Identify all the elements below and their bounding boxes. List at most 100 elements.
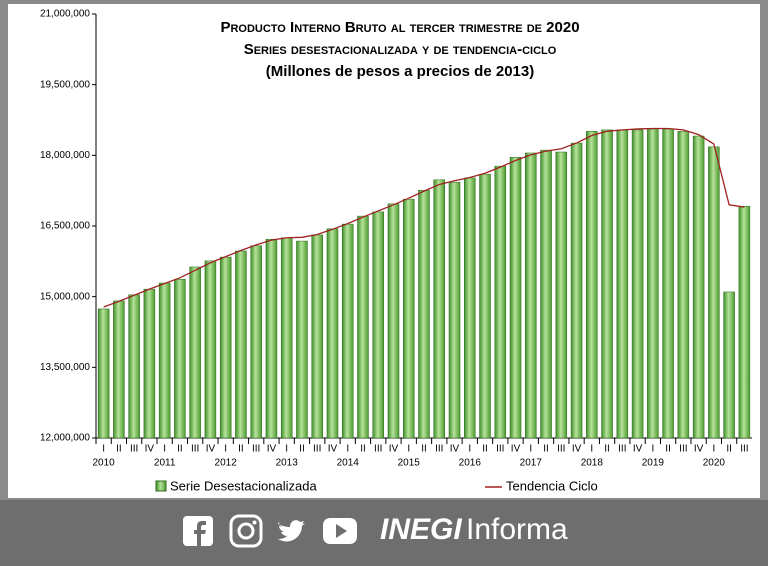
x-tick-label: I xyxy=(285,444,288,455)
bar xyxy=(555,151,568,439)
bar xyxy=(525,152,537,439)
bar xyxy=(189,266,201,439)
x-tick-label: I xyxy=(712,444,715,455)
bar xyxy=(113,300,125,439)
x-tick-label: IV xyxy=(145,444,155,455)
legend-swatch xyxy=(155,480,167,492)
bar xyxy=(402,198,415,439)
bar xyxy=(586,131,598,439)
chart-subtitle: (Millones de pesos a precios de 2013) xyxy=(266,63,534,80)
year-label: 2013 xyxy=(276,458,299,469)
y-tick-label: 12,000,000 xyxy=(40,433,90,444)
bar xyxy=(464,177,476,439)
x-tick-label: II xyxy=(299,444,305,455)
x-tick-label: IV xyxy=(328,444,338,455)
x-tick-label: IV xyxy=(206,444,216,455)
x-tick-label: I xyxy=(651,444,654,455)
bar xyxy=(158,282,171,439)
bar xyxy=(250,245,262,439)
x-tick-label: III xyxy=(374,444,382,455)
x-tick-label: I xyxy=(163,444,166,455)
x-tick-label: I xyxy=(224,444,227,455)
y-tick-label: 19,500,000 xyxy=(40,79,90,90)
x-tick-label: I xyxy=(590,444,593,455)
legend-label: Tendencia Ciclo xyxy=(506,478,598,493)
year-label: 2012 xyxy=(215,458,238,469)
bar xyxy=(570,142,583,439)
bar xyxy=(647,128,659,439)
bar xyxy=(479,173,491,439)
bar xyxy=(616,129,629,439)
x-tick-label: II xyxy=(726,444,732,455)
x-tick-label: III xyxy=(313,444,321,455)
x-tick-label: II xyxy=(604,444,610,455)
bar xyxy=(677,131,690,439)
x-tick-label: II xyxy=(543,444,549,455)
x-tick-label: II xyxy=(177,444,183,455)
bar xyxy=(509,156,522,439)
year-label: 2015 xyxy=(398,458,421,469)
bar xyxy=(143,288,156,439)
year-label: 2016 xyxy=(459,458,482,469)
y-tick-label: 16,500,000 xyxy=(40,221,90,232)
bar xyxy=(311,234,323,439)
bar xyxy=(723,291,735,439)
x-tick-label: III xyxy=(130,444,138,455)
x-tick-label: II xyxy=(360,444,366,455)
x-tick-label: III xyxy=(740,444,748,455)
x-tick-label: IV xyxy=(389,444,399,455)
bar xyxy=(738,205,751,439)
twitter-icon xyxy=(278,519,305,542)
x-tick-label: II xyxy=(421,444,427,455)
x-tick-label: IV xyxy=(694,444,704,455)
x-tick-label: I xyxy=(529,444,532,455)
bar xyxy=(662,128,674,439)
bar xyxy=(418,189,430,439)
chart-title: Producto Interno Bruto al tercer trimest… xyxy=(220,19,579,36)
y-tick-label: 21,000,000 xyxy=(40,9,90,20)
year-label: 2019 xyxy=(642,458,665,469)
year-label: 2020 xyxy=(703,458,726,469)
x-tick-label: II xyxy=(482,444,488,455)
year-label: 2014 xyxy=(337,458,360,469)
year-label: 2018 xyxy=(581,458,604,469)
bar xyxy=(387,203,400,439)
y-tick-label: 15,000,000 xyxy=(40,291,90,302)
trend-line xyxy=(103,127,745,308)
x-tick-label: III xyxy=(557,444,565,455)
bar xyxy=(265,238,278,439)
bar xyxy=(97,308,110,439)
x-tick-label: III xyxy=(252,444,260,455)
bar xyxy=(601,129,613,439)
bar xyxy=(296,240,308,439)
bar xyxy=(235,250,247,439)
bar xyxy=(280,237,293,439)
x-tick-label: I xyxy=(407,444,410,455)
bar xyxy=(204,260,217,439)
chart-subtitle: Series desestacionalizada y de tendencia… xyxy=(244,41,557,58)
legend-label: Serie Desestacionalizada xyxy=(170,478,317,493)
y-tick-label: 18,000,000 xyxy=(40,150,90,161)
bar xyxy=(219,256,232,439)
x-tick-label: I xyxy=(346,444,349,455)
x-tick-label: III xyxy=(191,444,199,455)
x-tick-label: I xyxy=(468,444,471,455)
brand-logo: INEGI xyxy=(380,513,462,546)
bar xyxy=(448,181,461,439)
bar xyxy=(433,179,446,439)
year-label: 2010 xyxy=(93,458,116,469)
x-tick-label: II xyxy=(665,444,671,455)
x-tick-label: IV xyxy=(267,444,277,455)
bar xyxy=(326,228,339,439)
bar xyxy=(494,165,507,439)
bar xyxy=(372,211,384,439)
x-tick-label: II xyxy=(238,444,244,455)
bar xyxy=(341,223,354,439)
x-tick-label: III xyxy=(618,444,626,455)
x-tick-label: IV xyxy=(633,444,643,455)
year-label: 2017 xyxy=(520,458,543,469)
bar xyxy=(692,135,705,439)
x-tick-label: IV xyxy=(572,444,582,455)
x-tick-label: III xyxy=(435,444,443,455)
